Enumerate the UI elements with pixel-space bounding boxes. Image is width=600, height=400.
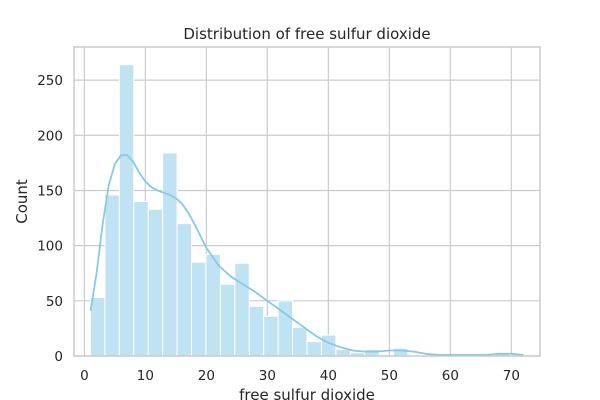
histogram-bar	[234, 262, 250, 357]
y-axis-label: Count	[13, 179, 31, 224]
y-tick-label-4: 200	[37, 128, 63, 144]
y-tick-label-2: 100	[37, 239, 63, 255]
x-tick-label-1: 10	[137, 368, 154, 384]
histogram-bar	[191, 261, 207, 357]
y-tick-label-3: 150	[37, 183, 63, 199]
x-tick-label-5: 50	[381, 368, 398, 384]
x-tick-label-4: 40	[320, 368, 337, 384]
kde-curve	[89, 154, 524, 356]
x-tick-label-6: 60	[442, 368, 459, 384]
histogram-bar	[162, 152, 178, 357]
x-tick-label-2: 20	[198, 368, 215, 384]
histogram-bar	[364, 348, 380, 357]
histogram-bar	[205, 253, 221, 357]
histogram-bar	[133, 201, 149, 357]
y-tick-label-1: 50	[46, 294, 63, 310]
histogram-bar	[147, 208, 164, 357]
plot-frame	[73, 46, 541, 357]
histogram-bar	[89, 297, 106, 357]
y-tick-label-0: 0	[54, 349, 63, 365]
x-tick-label-0: 0	[80, 368, 89, 384]
y-tick-label-5: 250	[37, 73, 63, 89]
histogram-bar	[219, 283, 236, 357]
histogram-bar	[104, 194, 120, 357]
x-tick-label-7: 70	[503, 368, 520, 384]
x-tick-label-3: 30	[259, 368, 276, 384]
x-axis-label: free sulfur dioxide	[239, 386, 375, 400]
histogram-bar	[306, 341, 322, 357]
histogram-bar	[118, 64, 135, 357]
histogram-bar	[263, 315, 279, 357]
histogram-bar	[176, 223, 193, 357]
histogram-bar	[248, 305, 265, 357]
histogram-bar	[292, 326, 308, 357]
chart-title: Distribution of free sulfur dioxide	[183, 25, 430, 43]
histogram-bar	[335, 348, 351, 357]
histogram-bar	[393, 347, 409, 357]
